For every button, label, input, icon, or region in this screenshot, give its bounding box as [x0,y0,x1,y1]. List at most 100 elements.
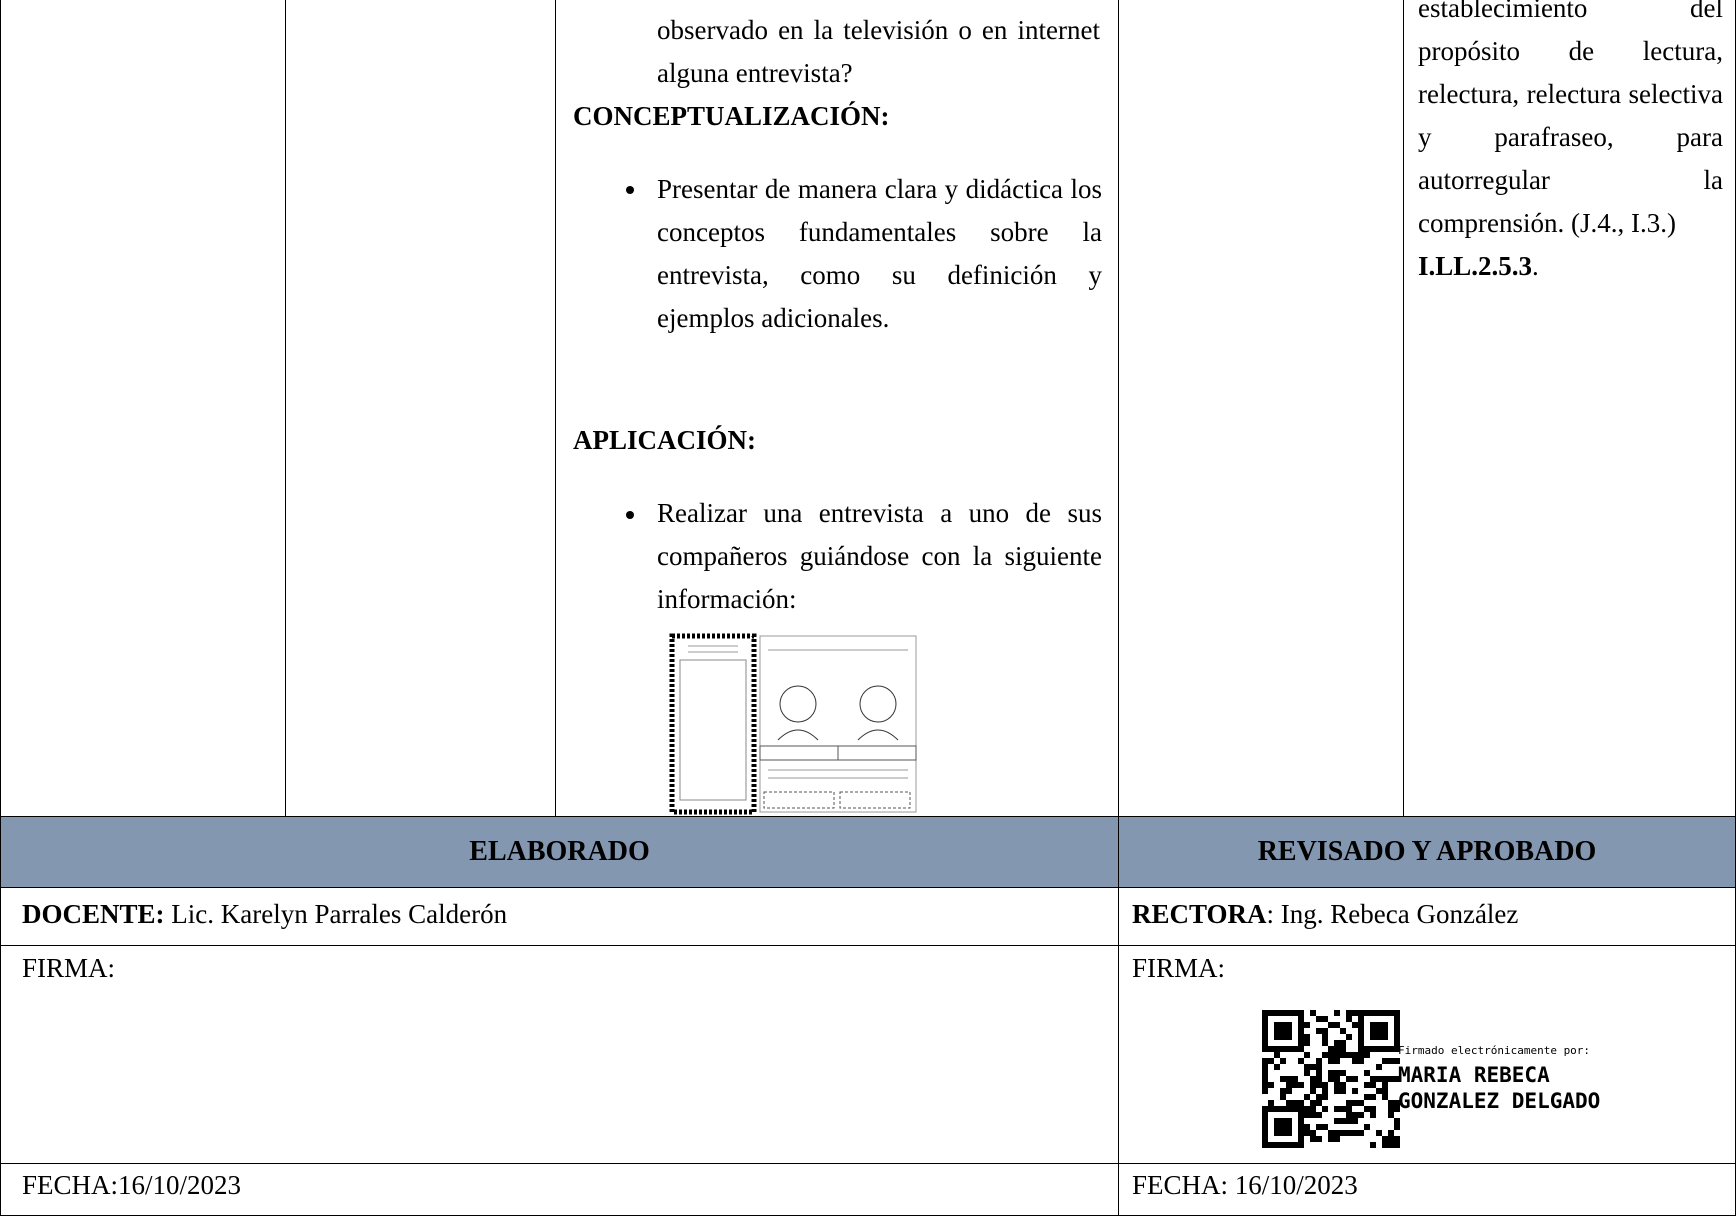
qr-module [1328,1070,1334,1076]
border [0,1163,1736,1164]
qr-module [1382,1136,1388,1142]
border [285,0,286,816]
qr-module [1346,1016,1352,1022]
qr-module [1352,1112,1358,1118]
qr-module [1304,1124,1310,1130]
qr-module [1394,1100,1400,1106]
border [0,887,1736,888]
qr-module [1388,1136,1394,1142]
qr-module [1346,1010,1352,1016]
qr-module [1310,1088,1316,1094]
signature-label: FIRMA: [1132,953,1226,983]
heading: APLICACIÓN: [573,425,757,455]
qr-module [1358,1130,1364,1136]
qr-module [1352,1052,1358,1058]
qr-module [1376,1076,1382,1082]
qr-module [1388,1130,1394,1136]
qr-module [1370,1094,1376,1100]
border [1403,0,1404,816]
qr-module [1334,1070,1340,1076]
qr-module [1358,1100,1364,1106]
qr-module [1274,1118,1292,1136]
qr-module [1346,1118,1352,1124]
qr-module [1340,1052,1346,1058]
bullet [626,511,634,519]
qr-module [1346,1076,1352,1082]
qr-module [1280,1058,1286,1064]
qr-module [1340,1082,1346,1088]
qr-module [1388,1100,1394,1106]
teacher: DOCENTE: Lic. Karelyn Parrales Calderón [22,899,507,930]
indicator-code: I.LL.2.5.3 [1418,251,1533,281]
qr-module [1358,1112,1364,1118]
qr-module [1370,1106,1376,1112]
qr-module [1322,1094,1328,1100]
worksheet-image [669,633,917,815]
qr-module [1340,1028,1346,1034]
qr-module [1364,1082,1370,1088]
date: FECHA:16/10/2023 [22,1170,242,1200]
qr-module [1364,1106,1370,1112]
qr-module [1334,1088,1340,1094]
border [0,0,1,1216]
heading: CONCEPTUALIZACIÓN: [573,101,890,131]
header-cell: REVISADO Y APROBADO [1119,816,1735,887]
qr-module [1316,1112,1322,1118]
qr-module [1394,1124,1400,1130]
label: DOCENTE: [22,899,165,929]
qr-module [1316,1016,1322,1022]
qr-module [1334,1058,1340,1064]
qr-module [1304,1040,1310,1046]
qr-module [1364,1052,1370,1058]
qr-module [1328,1046,1334,1052]
qr-module [1316,1094,1322,1100]
qr-module [1370,1022,1388,1040]
qr-module [1376,1130,1382,1136]
qr-module [1298,1082,1304,1088]
qr-module [1364,1124,1370,1130]
value: Lic. Karelyn Parrales Calderón [171,899,508,929]
qr-module [1322,1016,1328,1022]
qr-module [1334,1022,1340,1028]
qr-module [1352,1130,1358,1136]
qr-module [1316,1070,1322,1076]
qr-module [1328,1136,1334,1142]
date: FECHA: 16/10/2023 [1132,1170,1358,1200]
qr-module [1352,1010,1358,1016]
qr-module [1298,1058,1304,1064]
qr-module [1394,1136,1400,1142]
e-sign-caption: Firmado electrónicamente por: [1398,1044,1591,1057]
qr-module [1328,1076,1334,1082]
qr-module [1316,1124,1322,1130]
qr-module [1274,1022,1292,1040]
qr-module [1340,1046,1346,1052]
qr-module [1322,1034,1328,1040]
header-text: REVISADO Y APROBADO [1257,835,1597,867]
qr-module [1370,1082,1376,1088]
qr-module [1262,1088,1268,1094]
header-cell: ELABORADO [1,816,1118,887]
border [1118,0,1119,1216]
qr-module [1322,1088,1328,1094]
qr-module [1280,1094,1286,1100]
qr-module [1394,1142,1400,1148]
qr-module [1382,1082,1388,1088]
qr-module [1310,1064,1316,1070]
qr-module [1340,1118,1346,1124]
qr-module [1322,1124,1328,1130]
qr-module [1358,1052,1364,1058]
qr-module [1352,1058,1358,1064]
qr-module [1340,1130,1346,1136]
qr-module [1340,1088,1346,1094]
qr-module [1316,1136,1322,1142]
qr-module [1304,1130,1310,1136]
qr-module [1352,1100,1358,1106]
qr-module [1316,1028,1322,1034]
line: GONZALEZ DELGADO [1398,1089,1601,1113]
qr-module [1316,1064,1322,1070]
qr-module [1382,1094,1388,1100]
qr-module [1340,1070,1346,1076]
qr-module [1316,1076,1322,1082]
qr-module [1304,1070,1310,1076]
